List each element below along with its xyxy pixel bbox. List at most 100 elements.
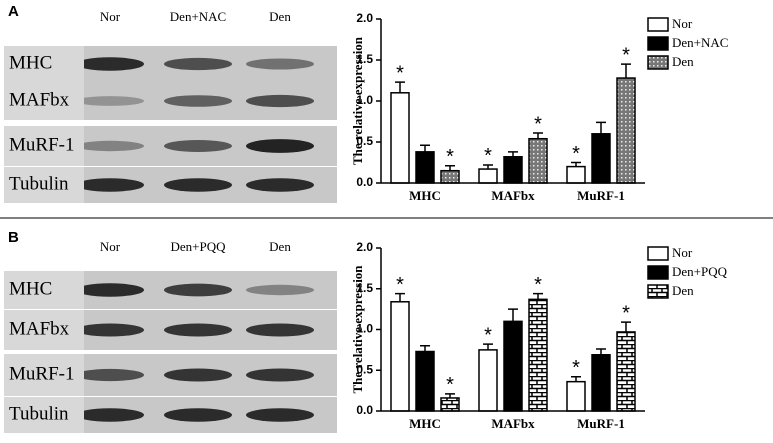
blot-label-bg xyxy=(4,397,84,433)
blot-label-bg xyxy=(4,82,84,120)
lane-label: Den xyxy=(269,9,291,24)
protein-label: MAFbx xyxy=(9,89,70,110)
blot-band xyxy=(246,284,314,296)
y-tick-label: 1.5 xyxy=(356,52,373,66)
blot-label-bg xyxy=(4,167,84,203)
bar xyxy=(616,77,636,184)
blot-band xyxy=(76,178,144,192)
x-tick-label: MAFbx xyxy=(491,188,535,203)
significance: * xyxy=(534,113,542,135)
error-bar xyxy=(596,348,606,355)
bar xyxy=(566,380,586,412)
bar xyxy=(440,169,460,184)
significance: * xyxy=(622,44,630,66)
blot-band xyxy=(164,283,232,297)
significance: * xyxy=(484,145,492,167)
blot-band xyxy=(246,94,314,108)
error-bar xyxy=(533,132,543,139)
lane-label: Den+PQQ xyxy=(171,239,227,254)
bar xyxy=(503,156,523,184)
blot-label-bg xyxy=(4,354,84,396)
blot-label-bg xyxy=(4,271,84,309)
legend-label: Den+NAC xyxy=(672,35,728,50)
legend-swatch xyxy=(647,17,669,32)
blot-band xyxy=(76,96,144,106)
panel-label: B xyxy=(8,229,19,246)
legend-swatch xyxy=(647,284,669,299)
error-bar xyxy=(508,308,518,322)
significance: * xyxy=(446,374,454,396)
bar xyxy=(503,320,523,412)
significance: * xyxy=(572,143,580,165)
blot-band xyxy=(246,368,314,382)
blot-band xyxy=(164,140,232,152)
panel-label: A xyxy=(8,3,19,20)
bar xyxy=(591,133,611,184)
y-tick-label: 0.5 xyxy=(356,362,373,376)
legend-label: Den+PQQ xyxy=(672,264,728,279)
error-bar xyxy=(445,393,455,398)
protein-label: MAFbx xyxy=(9,318,70,339)
error-bar xyxy=(395,292,405,302)
bar xyxy=(440,397,460,412)
blot-band xyxy=(164,95,232,107)
significance: * xyxy=(446,146,454,168)
error-bar xyxy=(483,164,493,170)
bar xyxy=(390,92,410,184)
blot-band xyxy=(164,368,232,382)
error-bar xyxy=(621,63,631,79)
blot-band xyxy=(164,408,232,422)
y-tick-label: 1.0 xyxy=(356,322,373,336)
error-bar xyxy=(571,161,581,167)
significance: * xyxy=(622,302,630,324)
x-tick-label: MuRF-1 xyxy=(577,416,625,431)
blot-label-bg xyxy=(4,46,84,82)
y-tick-label: 0.0 xyxy=(356,403,373,417)
blot-band xyxy=(164,178,232,192)
error-bar xyxy=(420,345,430,352)
blot-label-bg xyxy=(4,310,84,350)
legend-label: Nor xyxy=(672,16,693,31)
legend-swatch xyxy=(647,246,669,261)
y-tick-label: 1.5 xyxy=(356,281,373,295)
bar xyxy=(616,331,636,412)
y-tick-label: 2.0 xyxy=(356,240,373,254)
bar xyxy=(415,350,435,412)
error-bar xyxy=(420,144,430,152)
blot-band xyxy=(246,408,314,422)
significance: * xyxy=(534,274,542,296)
bar xyxy=(566,165,586,184)
blot-label-bg xyxy=(4,126,84,166)
significance: * xyxy=(572,357,580,379)
bar xyxy=(528,137,548,184)
protein-label: MuRF-1 xyxy=(9,363,74,384)
blot-band xyxy=(76,408,144,422)
blot-band xyxy=(246,178,314,192)
lane-label: Nor xyxy=(100,239,121,254)
error-bar xyxy=(533,292,543,300)
lane-label: Nor xyxy=(100,9,121,24)
significance: * xyxy=(396,274,404,296)
legend-swatch xyxy=(647,55,669,70)
y-tick-label: 2.0 xyxy=(356,11,373,25)
y-tick-label: 1.0 xyxy=(356,93,373,107)
protein-label: MuRF-1 xyxy=(9,134,74,155)
significance: * xyxy=(484,324,492,346)
bar xyxy=(528,298,548,412)
error-bar xyxy=(596,121,606,134)
blot-band xyxy=(76,57,144,71)
blot-band xyxy=(164,57,232,71)
y-axis-label: The relative expression xyxy=(350,265,365,394)
error-bar xyxy=(445,165,455,171)
error-bar xyxy=(508,151,518,157)
protein-label: Tubulin xyxy=(9,403,69,424)
x-tick-label: MHC xyxy=(409,188,441,203)
error-bar xyxy=(483,343,493,350)
legend-label: Den xyxy=(672,283,694,298)
error-bar xyxy=(395,81,405,93)
legend-swatch xyxy=(647,265,669,280)
bar xyxy=(415,151,435,184)
y-tick-label: 0.5 xyxy=(356,134,373,148)
blot-band xyxy=(164,323,232,337)
